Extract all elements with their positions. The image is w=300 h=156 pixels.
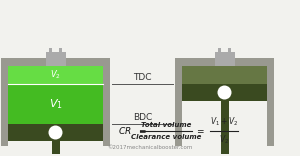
Circle shape [49, 125, 62, 139]
Bar [228, 48, 231, 58]
Circle shape [218, 85, 232, 100]
Bar [103, 58, 110, 146]
Bar [218, 48, 221, 58]
Bar [1, 58, 8, 146]
Bar [175, 58, 274, 66]
Bar [182, 84, 267, 101]
Bar [182, 66, 267, 84]
Text: ©2017mechanicalbooster.com: ©2017mechanicalbooster.com [107, 145, 193, 150]
Text: $V_2$: $V_2$ [219, 134, 229, 146]
Bar [1, 58, 110, 66]
Text: $V_2$: $V_2$ [50, 69, 61, 81]
Bar [267, 58, 274, 146]
Bar [8, 66, 103, 84]
Bar [52, 141, 59, 154]
Text: $CR$  $=$: $CR$ $=$ [118, 125, 147, 136]
Bar [175, 58, 182, 146]
Text: Total volume: Total volume [141, 122, 191, 128]
Bar [220, 101, 229, 154]
Text: $=$: $=$ [195, 127, 205, 136]
Bar [59, 48, 62, 58]
Text: $V_1 + V_2$: $V_1 + V_2$ [210, 115, 238, 128]
Bar [49, 48, 52, 58]
Text: TDC: TDC [133, 73, 152, 82]
Bar [182, 101, 267, 146]
Bar [8, 84, 103, 124]
Bar [214, 52, 235, 66]
Bar [46, 52, 65, 66]
Text: $V_1$: $V_1$ [49, 97, 62, 111]
Text: BDC: BDC [133, 113, 152, 122]
Bar [8, 124, 103, 141]
Text: Clearance volume: Clearance volume [131, 134, 201, 140]
